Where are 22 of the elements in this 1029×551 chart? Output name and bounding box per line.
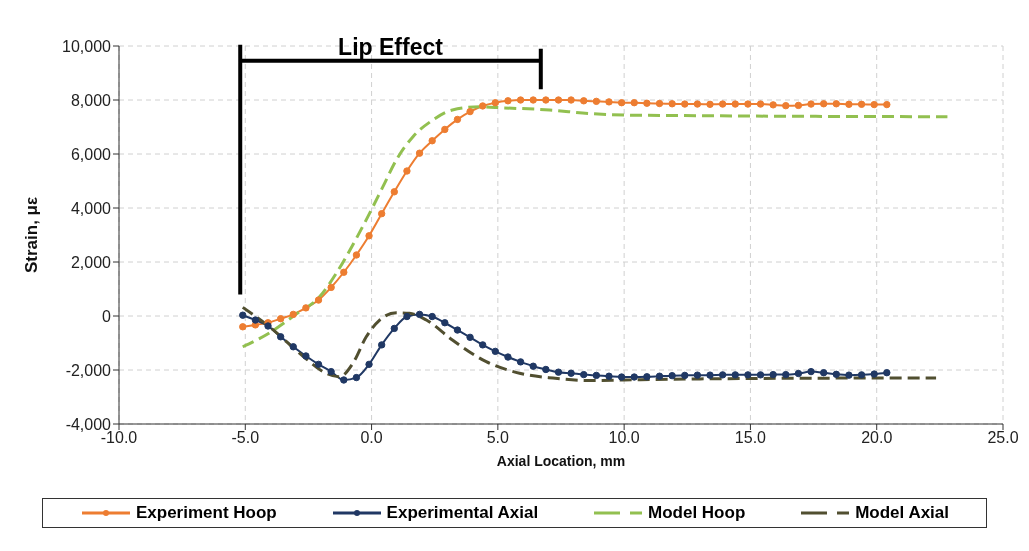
x-tick-label: 5.0 xyxy=(486,429,510,447)
x-tick-label: 25.0 xyxy=(987,429,1019,447)
y-tick-label: 2,000 xyxy=(70,253,112,271)
y-tick-label: 4,000 xyxy=(70,199,112,217)
legend-label: Model Hoop xyxy=(647,503,746,523)
x-axis-title: Axial Location, mm xyxy=(496,452,626,469)
annotation: Lip Effect xyxy=(338,34,444,61)
legend-label: Model Axial xyxy=(854,503,950,523)
y-tick-label: 10,000 xyxy=(62,37,112,55)
x-tick-label: 0.0 xyxy=(360,429,383,447)
y-tick-label: 6,000 xyxy=(70,145,112,163)
y-tick-label: -2,000 xyxy=(65,361,112,379)
legend-label: Experiment Hoop xyxy=(134,503,277,523)
x-tick-label: 20.0 xyxy=(861,429,893,447)
y-tick-label: 8,000 xyxy=(70,91,112,109)
legend-label: Experimental Axial xyxy=(385,503,539,523)
x-tick-label: 10.0 xyxy=(608,429,640,447)
y-tick-label: 0 xyxy=(102,307,112,325)
x-tick-label: -5.0 xyxy=(231,429,260,447)
y-axis-title: Strain, με xyxy=(22,196,42,274)
x-tick-label: 15.0 xyxy=(734,429,767,447)
x-tick-label: -10.0 xyxy=(100,429,138,447)
